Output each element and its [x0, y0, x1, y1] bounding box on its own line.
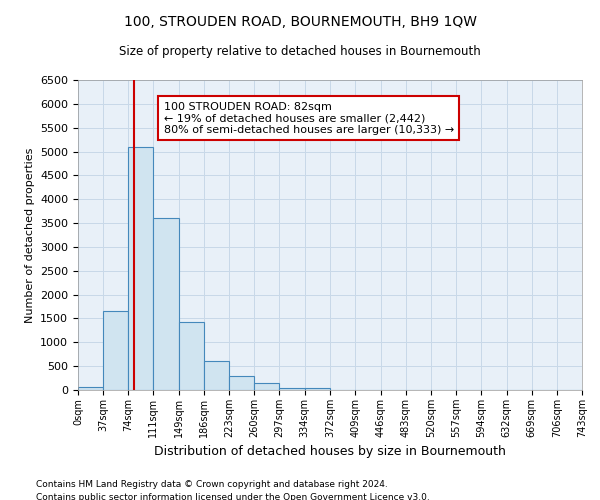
- Bar: [179, 322, 204, 390]
- Bar: [103, 312, 128, 390]
- Bar: [280, 388, 305, 390]
- Bar: [128, 147, 153, 390]
- Text: 100, STROUDEN ROAD, BOURNEMOUTH, BH9 1QW: 100, STROUDEN ROAD, BOURNEMOUTH, BH9 1QW: [124, 15, 476, 29]
- Bar: [204, 362, 229, 390]
- Bar: [153, 218, 179, 390]
- X-axis label: Distribution of detached houses by size in Bournemouth: Distribution of detached houses by size …: [154, 446, 506, 458]
- Y-axis label: Number of detached properties: Number of detached properties: [25, 148, 35, 322]
- Text: 100 STROUDEN ROAD: 82sqm
← 19% of detached houses are smaller (2,442)
80% of sem: 100 STROUDEN ROAD: 82sqm ← 19% of detach…: [164, 102, 454, 135]
- Text: Contains public sector information licensed under the Open Government Licence v3: Contains public sector information licen…: [36, 492, 430, 500]
- Text: Size of property relative to detached houses in Bournemouth: Size of property relative to detached ho…: [119, 45, 481, 58]
- Text: Contains HM Land Registry data © Crown copyright and database right 2024.: Contains HM Land Registry data © Crown c…: [36, 480, 388, 489]
- Bar: [229, 376, 254, 390]
- Bar: [305, 388, 331, 390]
- Bar: [78, 387, 103, 390]
- Bar: [254, 383, 280, 390]
